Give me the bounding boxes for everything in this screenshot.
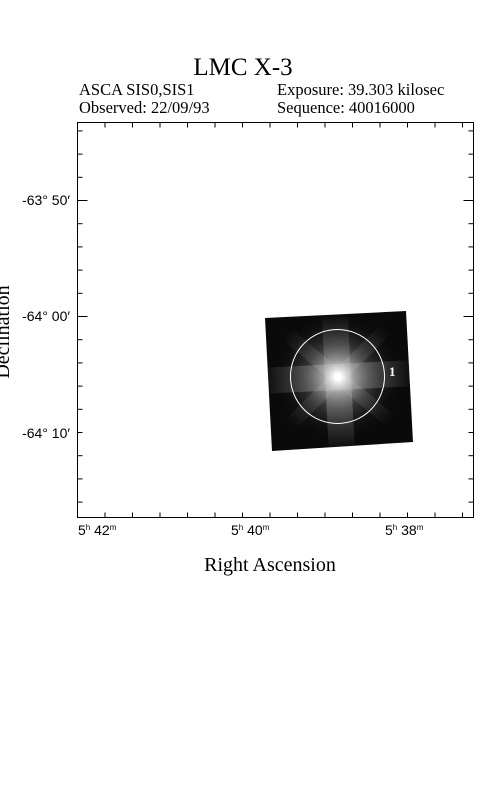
sequence-label: Sequence: 40016000 xyxy=(277,98,415,117)
chart-title: LMC X-3 xyxy=(193,54,293,81)
x-tick-label: 5h 40m xyxy=(231,522,270,538)
x-axis-label: Right Ascension xyxy=(204,554,336,576)
source-core xyxy=(334,373,342,381)
x-tick-label: 5h 42m xyxy=(78,522,117,538)
axis-ticks xyxy=(77,122,474,518)
source-region-circle xyxy=(290,329,385,424)
source-region-label: 1 xyxy=(389,364,396,379)
y-tick-label: -64° 00′ xyxy=(22,308,70,324)
y-axis-label-wrap: Declination xyxy=(0,262,16,402)
observed-date: Observed: 22/09/93 xyxy=(79,98,210,117)
xray-image xyxy=(265,311,413,451)
x-tick-labels: 5h 42m 5h 40m 5h 38m xyxy=(78,522,424,538)
exposure-label: Exposure: 39.303 kilosec xyxy=(277,80,445,99)
instrument-label: ASCA SIS0,SIS1 xyxy=(79,80,195,99)
y-tick-labels: -63° 50′ -64° 00′ -64° 10′ xyxy=(22,192,70,441)
y-tick-label: -64° 10′ xyxy=(22,425,70,441)
y-tick-label: -63° 50′ xyxy=(22,192,70,208)
x-tick-label: 5h 38m xyxy=(385,522,424,538)
plot-frame xyxy=(77,122,474,518)
y-axis-label: Declination xyxy=(0,285,14,379)
